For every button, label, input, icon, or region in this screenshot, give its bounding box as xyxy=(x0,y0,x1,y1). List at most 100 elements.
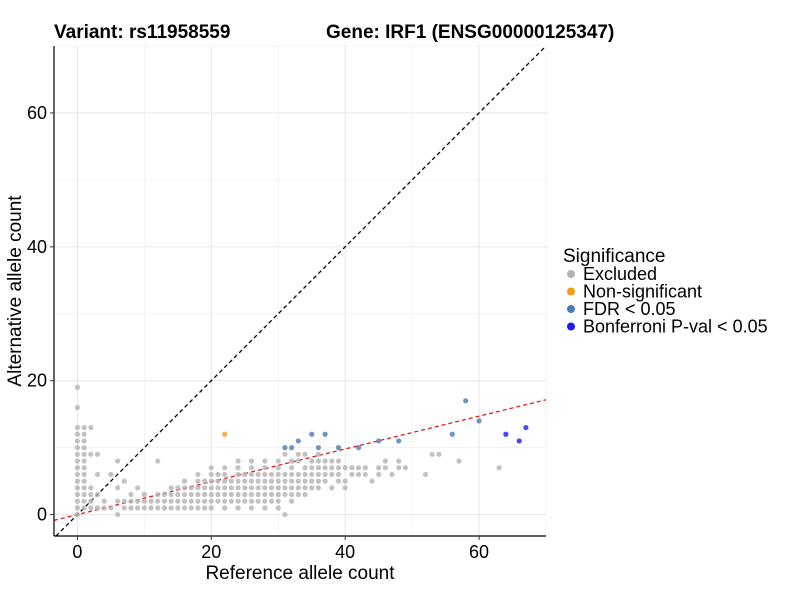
point-fdr-0-05 xyxy=(315,445,322,451)
point-excluded xyxy=(222,478,228,484)
point-excluded xyxy=(81,471,87,478)
point-excluded xyxy=(208,485,214,491)
point-excluded xyxy=(282,478,288,484)
point-excluded xyxy=(262,471,268,478)
diagonal-reference-line xyxy=(55,45,547,537)
point-excluded xyxy=(302,451,308,457)
point-excluded xyxy=(228,478,234,484)
point-excluded xyxy=(329,458,335,464)
point-excluded xyxy=(208,471,214,478)
point-excluded xyxy=(175,498,181,504)
point-excluded xyxy=(74,431,81,437)
point-excluded xyxy=(155,505,161,511)
point-excluded xyxy=(135,498,141,504)
point-excluded xyxy=(329,485,335,491)
point-excluded xyxy=(355,465,362,471)
point-excluded xyxy=(262,491,268,498)
point-excluded xyxy=(248,478,255,484)
legend-key-3 xyxy=(567,322,575,331)
point-fdr-0-05 xyxy=(289,445,295,451)
point-excluded xyxy=(268,471,275,478)
point-excluded xyxy=(342,465,348,471)
point-excluded xyxy=(322,465,328,471)
point-excluded xyxy=(329,471,335,478)
point-excluded xyxy=(74,424,81,431)
axes xyxy=(53,46,546,537)
point-excluded xyxy=(135,485,141,491)
point-excluded xyxy=(302,471,308,478)
point-excluded xyxy=(349,465,355,471)
point-excluded xyxy=(74,491,81,498)
point-excluded xyxy=(155,458,161,464)
point-excluded xyxy=(315,485,322,491)
point-excluded xyxy=(275,485,281,491)
point-excluded xyxy=(228,491,234,498)
point-excluded xyxy=(181,478,188,484)
point-excluded xyxy=(295,451,301,457)
point-excluded xyxy=(248,498,255,504)
point-fdr-0-05 xyxy=(309,431,315,437)
point-excluded xyxy=(456,458,462,464)
point-excluded xyxy=(275,491,281,498)
point-excluded xyxy=(222,485,228,491)
point-excluded xyxy=(262,478,268,484)
point-excluded xyxy=(215,498,221,504)
point-excluded xyxy=(248,505,255,511)
point-excluded xyxy=(121,498,127,504)
legend-label: FDR < 0.05 xyxy=(583,299,676,319)
point-excluded xyxy=(88,424,94,431)
point-excluded xyxy=(289,478,295,484)
point-excluded xyxy=(161,491,168,498)
point-excluded xyxy=(342,485,348,491)
point-excluded xyxy=(248,485,255,491)
point-excluded xyxy=(289,458,295,464)
point-excluded xyxy=(242,478,248,484)
point-excluded xyxy=(141,498,147,504)
point-excluded xyxy=(295,458,301,464)
point-excluded xyxy=(335,478,342,484)
point-excluded xyxy=(128,491,134,498)
point-excluded xyxy=(141,491,147,498)
point-excluded xyxy=(208,478,214,484)
point-excluded xyxy=(81,431,87,437)
point-excluded xyxy=(215,485,221,491)
point-excluded xyxy=(262,505,268,511)
point-excluded xyxy=(181,498,188,504)
point-excluded xyxy=(74,485,81,491)
y-axis-title: Alternative allele count xyxy=(5,195,26,387)
point-excluded xyxy=(175,491,181,498)
point-excluded xyxy=(275,471,281,478)
point-excluded xyxy=(235,498,241,504)
point-excluded xyxy=(242,498,248,504)
point-excluded xyxy=(215,491,221,498)
point-excluded xyxy=(422,471,429,478)
point-excluded xyxy=(282,511,288,518)
point-excluded xyxy=(114,498,121,504)
point-excluded xyxy=(81,491,87,498)
point-excluded xyxy=(275,458,281,464)
legend-key-0 xyxy=(567,270,575,278)
point-excluded xyxy=(496,465,502,471)
point-excluded xyxy=(255,478,261,484)
point-excluded xyxy=(248,465,255,471)
point-excluded xyxy=(228,498,234,504)
point-excluded xyxy=(235,491,241,498)
point-excluded xyxy=(222,498,228,504)
point-excluded xyxy=(268,491,275,498)
point-excluded xyxy=(302,485,308,491)
point-excluded xyxy=(208,505,214,511)
point-excluded xyxy=(295,485,301,491)
point-excluded xyxy=(74,465,81,471)
point-excluded xyxy=(235,485,241,491)
point-excluded xyxy=(309,478,315,484)
x-tick-label: 60 xyxy=(469,542,489,562)
point-excluded xyxy=(248,458,255,464)
point-excluded xyxy=(114,511,121,518)
point-excluded xyxy=(242,471,248,478)
point-fdr-0-05 xyxy=(282,445,288,451)
point-excluded xyxy=(128,505,134,511)
point-excluded xyxy=(195,491,201,498)
point-fdr-0-05 xyxy=(476,418,482,424)
legend-label: Non-significant xyxy=(583,282,702,302)
point-excluded xyxy=(376,471,382,478)
